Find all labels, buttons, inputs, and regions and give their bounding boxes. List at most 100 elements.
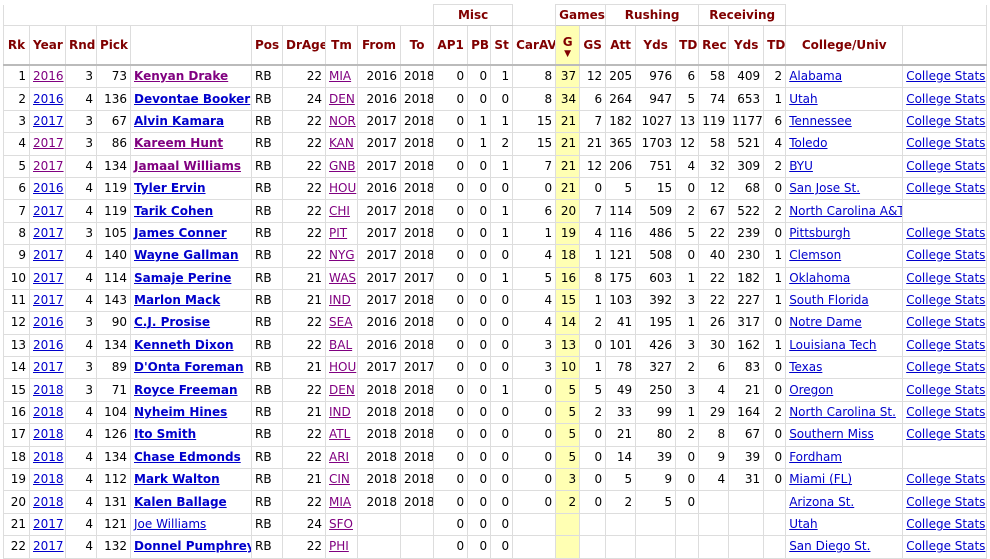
cell-team-link[interactable]: IND [329,405,351,420]
cell-player-link[interactable]: James Conner [134,225,227,240]
cell-college-stats-link[interactable]: College Stats [906,91,986,106]
cell-college-link[interactable]: San Diego St. [789,539,871,554]
col-header-pb[interactable]: PB [467,25,492,66]
cell-college-link[interactable]: BYU [789,158,813,173]
cell-college-link[interactable]: San Jose St. [789,181,861,196]
cell-player-link[interactable]: Alvin Kamara [134,113,225,128]
cell-team-link[interactable]: CIN [329,472,350,487]
cell-college-link[interactable]: Texas [789,360,823,375]
cell-college-link[interactable]: Notre Dame [789,315,862,330]
cell-team-link[interactable]: CHI [329,203,350,218]
cell-year-link[interactable]: 2018 [33,494,64,509]
cell-college-link[interactable]: Clemson [789,248,842,263]
cell-player-link[interactable]: Samaje Perine [134,270,232,285]
cell-team-link[interactable]: DEN [329,91,355,106]
cell-team-link[interactable]: GNB [329,158,356,173]
cell-college-stats-link[interactable]: College Stats [906,405,986,420]
cell-team-link[interactable]: DEN [329,382,355,397]
col-header-rec-td[interactable]: TD [763,25,787,66]
cell-college-link[interactable]: Miami (FL) [789,472,853,487]
col-header-tm[interactable]: Tm [325,25,358,66]
cell-player-link[interactable]: Kalen Ballage [134,494,227,509]
col-header-drage[interactable]: DrAge [282,25,326,66]
cell-player-link[interactable]: Kenyan Drake [134,69,229,84]
cell-team-link[interactable]: SEA [329,315,353,330]
cell-year-link[interactable]: 2017 [33,225,64,240]
cell-team-link[interactable]: KAN [329,136,354,151]
cell-college-stats-link[interactable]: College Stats [906,293,986,308]
cell-college-link[interactable]: Utah [789,517,818,531]
cell-year-link[interactable]: 2017 [33,360,64,375]
cell-team-link[interactable]: HOU [329,181,357,196]
cell-college-stats-link[interactable]: College Stats [906,427,986,442]
col-header-rec-yds[interactable]: Yds [728,25,765,66]
cell-player-link[interactable]: Tyler Ervin [134,181,206,196]
cell-year-link[interactable]: 2018 [33,427,64,442]
cell-year-link[interactable]: 2018 [33,472,64,487]
cell-player-link[interactable]: Royce Freeman [134,382,238,397]
cell-player-link[interactable]: C.J. Prosise [134,315,211,330]
cell-player-link[interactable]: Devontae Booker [134,91,251,106]
cell-team-link[interactable]: ATL [329,427,351,442]
cell-college-link[interactable]: Tennessee [789,113,852,128]
cell-player-link[interactable]: Nyheim Hines [134,405,228,420]
cell-player-link[interactable]: Mark Walton [134,472,220,487]
col-header-to[interactable]: To [399,25,435,66]
cell-team-link[interactable]: IND [329,293,351,308]
cell-college-stats-link[interactable]: College Stats [906,382,986,397]
col-header-player[interactable] [130,25,252,66]
cell-college-link[interactable]: South Florida [789,293,869,308]
cell-year-link[interactable]: 2018 [33,449,64,464]
cell-player-link[interactable]: Tarik Cohen [134,203,214,218]
col-header-pos[interactable]: Pos [251,25,283,66]
cell-player-link[interactable]: Marlon Mack [134,293,221,308]
cell-college-stats-link[interactable]: College Stats [906,69,986,84]
cell-player-link[interactable]: Jamaal Williams [134,158,241,173]
cell-player-link[interactable]: Kareem Hunt [134,136,224,151]
col-header-g[interactable]: G ▼ [555,25,581,66]
cell-player-link[interactable]: Donnel Pumphrey [134,539,252,554]
cell-team-link[interactable]: MIA [329,494,352,509]
col-header-rush-td[interactable]: TD [675,25,700,66]
cell-college-link[interactable]: Oregon [789,382,834,397]
cell-year-link[interactable]: 2017 [33,248,64,263]
cell-college-stats-link[interactable]: College Stats [906,494,986,509]
cell-player-link[interactable]: Chase Edmonds [134,449,241,464]
cell-year-link[interactable]: 2016 [33,69,64,84]
cell-college-link[interactable]: Pittsburgh [789,225,851,240]
cell-year-link[interactable]: 2017 [33,113,64,128]
cell-college-stats-link[interactable]: College Stats [906,113,986,128]
cell-college-stats-link[interactable]: College Stats [906,360,986,375]
col-header-year[interactable]: Year [29,25,66,66]
cell-year-link[interactable]: 2016 [33,181,64,196]
cell-college-stats-link[interactable]: College Stats [906,337,986,352]
cell-team-link[interactable]: MIA [329,69,352,84]
cell-team-link[interactable]: ARI [329,449,350,464]
cell-year-link[interactable]: 2017 [33,293,64,308]
cell-year-link[interactable]: 2016 [33,337,64,352]
col-header-st[interactable]: St [490,25,514,66]
cell-team-link[interactable]: PIT [329,225,348,240]
col-header-from[interactable]: From [357,25,401,66]
col-header-rush-yds[interactable]: Yds [635,25,677,66]
cell-team-link[interactable]: SFO [329,517,353,531]
cell-player-link[interactable]: Kenneth Dixon [134,337,234,352]
cell-year-link[interactable]: 2017 [33,136,64,151]
cell-team-link[interactable]: WAS [329,270,357,285]
cell-player-link[interactable]: Ito Smith [134,427,197,442]
col-header-college[interactable]: College/Univ [785,25,904,66]
cell-player-link[interactable]: Joe Williams [134,517,207,531]
cell-year-link[interactable]: 2017 [33,539,64,554]
cell-college-stats-link[interactable]: College Stats [906,225,986,240]
cell-college-link[interactable]: Southern Miss [789,427,874,442]
col-header-rnd[interactable]: Rnd [65,25,97,66]
cell-college-link[interactable]: Utah [789,91,818,106]
col-header-pick[interactable]: Pick [96,25,131,66]
cell-team-link[interactable]: NYG [329,248,355,263]
cell-player-link[interactable]: Wayne Gallman [134,248,239,263]
cell-college-link[interactable]: Fordham [789,449,842,464]
cell-year-link[interactable]: 2017 [33,158,64,173]
cell-college-stats-link[interactable]: College Stats [906,158,986,173]
cell-team-link[interactable]: NOR [329,113,356,128]
cell-year-link[interactable]: 2018 [33,382,64,397]
